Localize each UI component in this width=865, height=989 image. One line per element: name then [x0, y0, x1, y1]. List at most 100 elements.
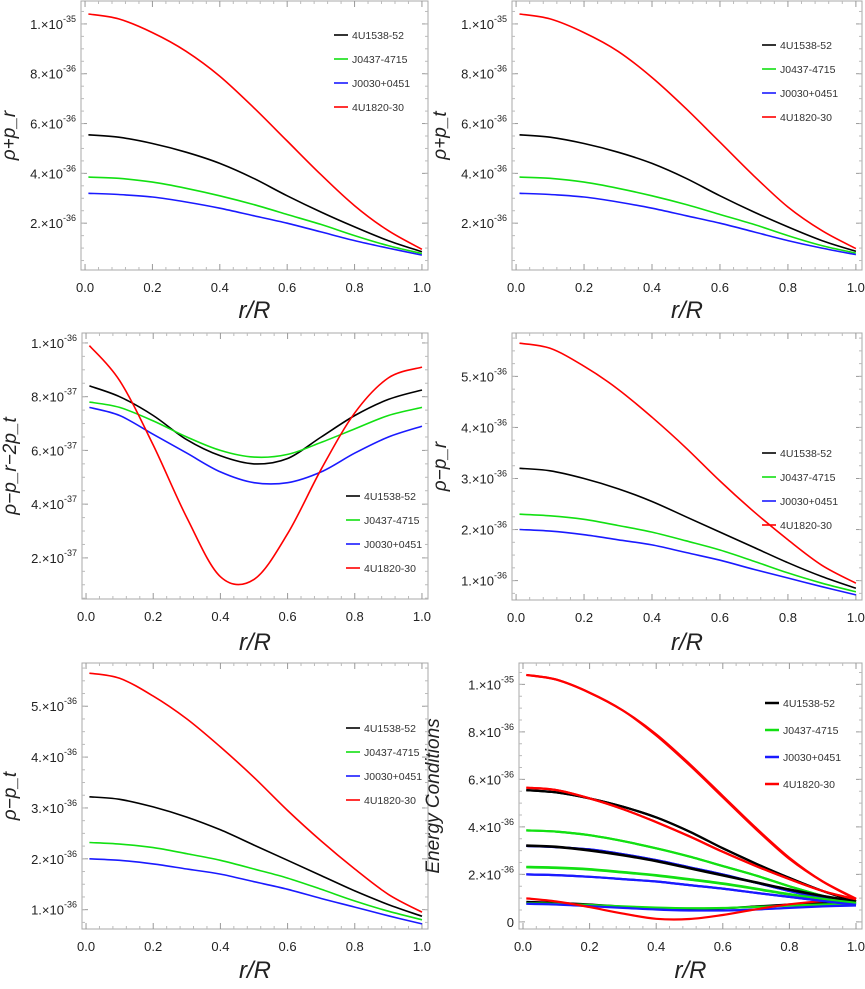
- series-line-4U1820-30: [88, 345, 423, 586]
- series-line-J0437-4715: [519, 513, 857, 593]
- x-tick-label: 0.8: [346, 939, 364, 954]
- x-tick-label: 0.0: [77, 609, 95, 624]
- legend-label: J0437-4715: [780, 472, 836, 484]
- x-tick-label: 1.0: [413, 280, 431, 295]
- legend-label: J0030+0451: [364, 771, 422, 783]
- x-tick-label: 0.8: [346, 280, 364, 295]
- plot-frame: [81, 662, 429, 930]
- legend-label: J0030+0451: [780, 88, 838, 100]
- y-tick-label: 6.×10-36: [30, 114, 76, 132]
- series-line-J0030+0451: [519, 192, 857, 256]
- plot-frame: [511, 332, 863, 601]
- chart-panel-1: 0.0 0.2 0.4 0.6 0.8 1.0 2.×10-36 4.×10-36 6.×10-…: [0, 0, 431, 324]
- series-line-J0030+0451: [526, 873, 857, 906]
- x-tick-label: 0.4: [643, 610, 661, 625]
- series-line-4U1820-30: [89, 672, 423, 913]
- x-tick-label: 0.4: [211, 609, 229, 624]
- x-axis-label: r/R: [239, 629, 271, 656]
- chart-panel-3: 0.0 0.2 0.4 0.6 0.8 1.0 2.×10-37 4.×10-37 6.×10-…: [0, 332, 431, 656]
- x-tick-label: 1.0: [847, 610, 865, 625]
- series-line-J0437-4715: [519, 176, 857, 254]
- y-tick-label: 3.×10-36: [461, 468, 507, 486]
- series-line-4U1538-52: [88, 134, 423, 253]
- y-tick-label: 4.×10-36: [31, 747, 77, 765]
- x-axis-label: r/R: [239, 297, 271, 324]
- y-tick-label: 4.×10-36: [461, 163, 507, 181]
- y-axis-label: ρ−p_t: [0, 771, 21, 821]
- x-tick-label: 0.0: [76, 280, 94, 295]
- x-tick-label: 0.4: [211, 280, 229, 295]
- y-axis-label: Energy Conditions: [423, 718, 444, 874]
- chart-panel-4: 0.0 0.2 0.4 0.6 0.8 1.0 1.×10-36 2.×10-36 3.×10-…: [430, 332, 865, 656]
- y-tick-label: 2.×10-37: [31, 548, 77, 566]
- legend-label: 4U1538-52: [780, 448, 832, 460]
- y-tick-label: 4.×10-36: [461, 417, 507, 435]
- series-line-4U1820-30: [519, 342, 857, 584]
- series-line-4U1820-30: [88, 13, 423, 250]
- y-tick-label: 5.×10-36: [31, 696, 77, 714]
- x-tick-label: 0.6: [278, 280, 296, 295]
- x-tick-label: 0.0: [514, 939, 532, 954]
- x-tick-label: 0.6: [714, 939, 732, 954]
- chart-panel-5: 0.0 0.2 0.4 0.6 0.8 1.0 1.×10-36 2.×10-36 3.×10-…: [0, 662, 431, 984]
- legend-label: J0437-4715: [364, 747, 420, 759]
- x-tick-label: 0.2: [575, 610, 593, 625]
- series-line-J0030+0451: [89, 858, 423, 925]
- legend-label: 4U1820-30: [780, 112, 832, 124]
- x-tick-label: 0.0: [77, 939, 95, 954]
- legend-label: J0437-4715: [783, 725, 839, 737]
- y-tick-label: 8.×10-36: [468, 722, 514, 740]
- x-axis-label: r/R: [675, 957, 707, 984]
- legend-label: 4U1820-30: [780, 520, 832, 532]
- y-tick-label: 1.×10-35: [461, 14, 507, 32]
- x-tick-label: 0.0: [507, 610, 525, 625]
- series-line-4U1820-30: [526, 786, 857, 901]
- x-tick-label: 1.0: [847, 939, 865, 954]
- x-tick-label: 0.4: [647, 939, 665, 954]
- legend-label: 4U1820-30: [352, 102, 404, 114]
- y-tick-label: 1.×10-36: [31, 900, 77, 918]
- legend-label: J0030+0451: [364, 539, 422, 551]
- series-line-J0437-4715: [89, 841, 423, 921]
- y-tick-label: 1.×10-35: [30, 14, 76, 32]
- series-line-J0030+0451: [89, 406, 423, 485]
- series-line-4U1538-52: [519, 134, 857, 253]
- series-line-J0030+0451: [88, 192, 423, 256]
- y-tick-label: 8.×10-36: [461, 64, 507, 82]
- series-line-4U1538-52: [89, 796, 423, 918]
- legend-label: J0437-4715: [352, 54, 408, 66]
- legend-label: 4U1820-30: [364, 795, 416, 807]
- chart-panel-2: 0.0 0.2 0.4 0.6 0.8 1.0 2.×10-36 4.×10-36 6.×10-…: [430, 0, 865, 324]
- plot-frame: [518, 662, 863, 930]
- x-tick-label: 1.0: [413, 609, 431, 624]
- series-line-J0030+0451: [519, 528, 857, 596]
- y-tick-label: 6.×10-37: [31, 440, 77, 458]
- y-tick-label: 8.×10-36: [30, 64, 76, 82]
- x-tick-label: 0.2: [143, 280, 161, 295]
- y-tick-label: 1.×10-35: [468, 674, 514, 692]
- x-tick-label: 0.8: [779, 610, 797, 625]
- series-line-4U1820-30: [519, 13, 857, 250]
- series-line-4U1538-52: [526, 844, 857, 903]
- y-tick-label: 1.×10-36: [461, 571, 507, 589]
- y-tick-label: 6.×10-36: [461, 114, 507, 132]
- series-line-4U1538-52: [89, 385, 423, 465]
- series-line-J0437-4715: [526, 865, 857, 904]
- x-tick-label: 1.0: [847, 280, 865, 295]
- legend-label: 4U1538-52: [364, 491, 416, 503]
- y-tick-label: 4.×10-36: [30, 163, 76, 181]
- x-tick-label: 0.8: [780, 939, 798, 954]
- legend-label: 4U1538-52: [364, 723, 416, 735]
- y-axis-label: ρ+p_t: [430, 111, 451, 161]
- x-tick-label: 0.4: [211, 939, 229, 954]
- x-tick-label: 0.6: [279, 609, 297, 624]
- x-axis-label: r/R: [671, 297, 703, 324]
- series-line-4U1820-30: [526, 786, 857, 901]
- x-tick-label: 0.2: [575, 280, 593, 295]
- series-line-J0437-4715: [526, 829, 857, 904]
- x-axis-label: r/R: [239, 957, 271, 984]
- y-tick-label: 8.×10-37: [31, 387, 77, 405]
- y-tick-label: 6.×10-36: [468, 769, 514, 787]
- chart-panel-6: 0.0 0.2 0.4 0.6 0.8 1.0 0 2.×10-36 4.×10-36 6.×10…: [423, 662, 865, 984]
